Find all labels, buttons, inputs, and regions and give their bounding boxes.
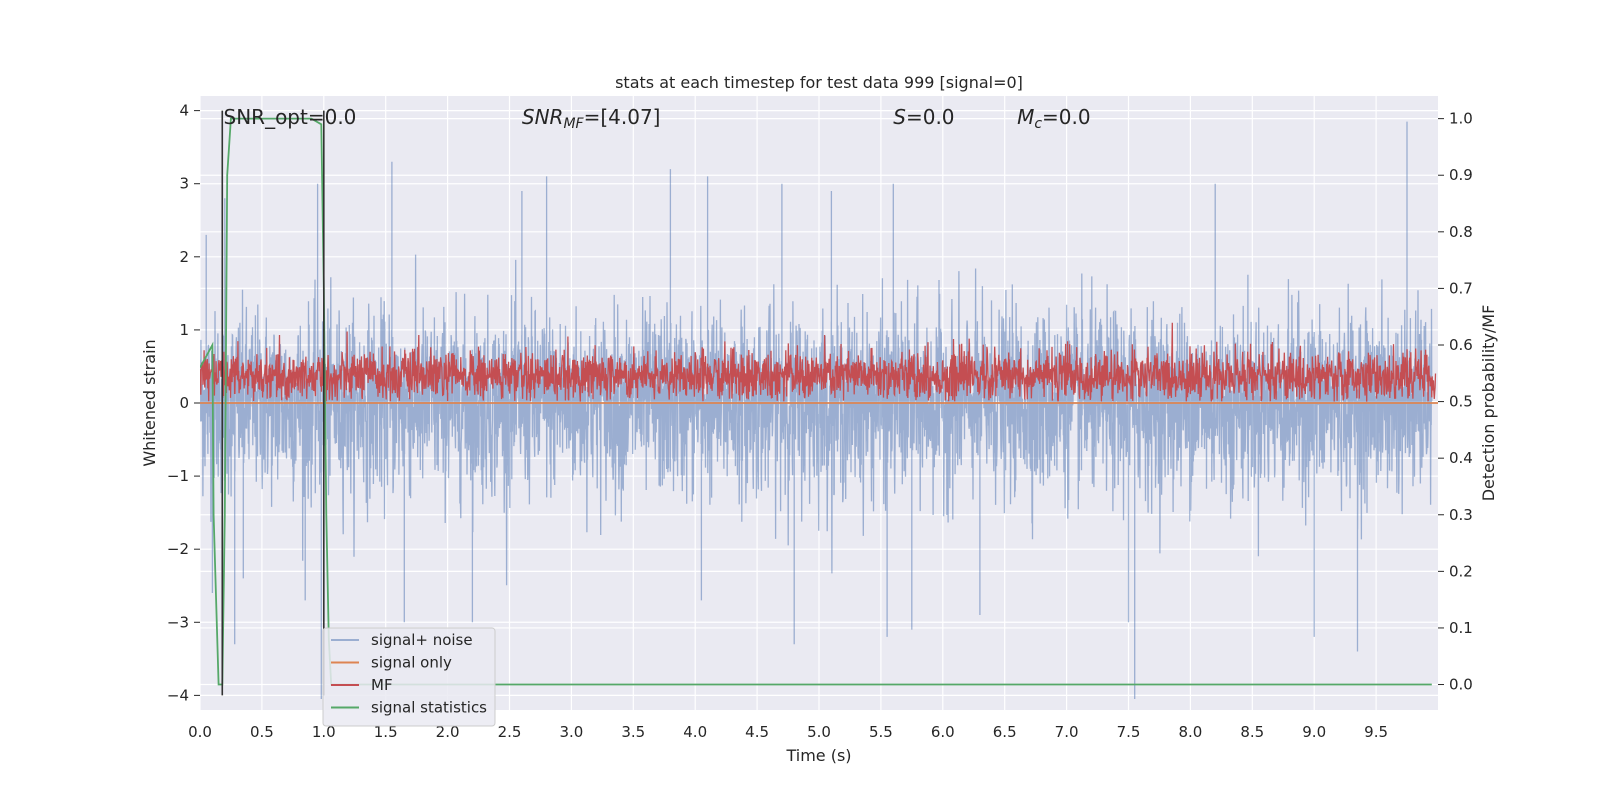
y-tick-label-left: 0 (179, 394, 189, 412)
annotation-1: SNRMF=[4.07] (522, 105, 661, 132)
x-tick-label: 2.0 (436, 723, 460, 741)
y-tick-label-left: −3 (167, 613, 189, 631)
y-tick-label-left: −1 (167, 467, 189, 485)
x-axis: 0.0 0.5 1.0 1.5 2.0 2.5 3.0 3.5 4.0 4.5 5.0 5.5 6.0 6… (188, 723, 1388, 741)
x-tick-label: 8.0 (1178, 723, 1202, 741)
x-tick-label: 7.5 (1117, 723, 1141, 741)
x-tick-label: 5.5 (869, 723, 893, 741)
x-tick-label: 1.5 (374, 723, 398, 741)
x-tick-label: 1.0 (312, 723, 336, 741)
x-tick-label: 5.0 (807, 723, 831, 741)
y-tick-label-left: −4 (167, 686, 189, 704)
series-mf (200, 322, 1437, 402)
legend-label: signal statistics (371, 699, 487, 717)
x-axis-label: Time (s) (785, 746, 851, 765)
y-tick-label-right: 1.0 (1449, 110, 1473, 128)
x-tick-label: 8.5 (1240, 723, 1264, 741)
y-tick-label-left: 1 (179, 321, 189, 339)
y-tick-label-right: 0.4 (1449, 449, 1473, 467)
series-signal-noise (200, 121, 1433, 699)
annotation-0: SNR_opt=0.0 (224, 105, 357, 129)
legend-label: signal+ noise (371, 631, 473, 649)
y-tick-label-right: 0.1 (1449, 619, 1473, 637)
y-tick-label-left: 3 (179, 175, 189, 193)
legend-label: MF (371, 676, 393, 694)
y-tick-label-right: 0.9 (1449, 166, 1473, 184)
right-axis: 1.0 0.9 0.8 0.7 0.6 0.5 0.4 0.3 0.2 0.1 0.0 (1438, 110, 1473, 694)
legend-label: signal only (371, 654, 452, 672)
left-axis: 4 3 2 1 0 −1 −2 −3 −4 (167, 102, 200, 704)
x-tick-label: 0.5 (250, 723, 274, 741)
x-tick-label: 4.5 (745, 723, 769, 741)
x-tick-label: 6.0 (931, 723, 955, 741)
y-tick-label-right: 0.2 (1449, 562, 1473, 580)
x-tick-label: 3.0 (559, 723, 583, 741)
y-tick-label-right: 0.7 (1449, 279, 1473, 297)
right-y-axis-label: Detection probability/MF (1479, 305, 1498, 502)
x-tick-label: 3.5 (621, 723, 645, 741)
y-tick-label-right: 0.3 (1449, 506, 1473, 524)
x-tick-label: 0.0 (188, 723, 212, 741)
y-tick-label-right: 0.6 (1449, 336, 1473, 354)
annotations: SNR_opt=0.0 SNRMF=[4.07] S=0.0 Mc=0.0 (224, 105, 1091, 132)
x-tick-label: 9.5 (1364, 723, 1388, 741)
x-tick-label: 2.5 (498, 723, 522, 741)
chart-title: stats at each timestep for test data 999… (615, 73, 1023, 92)
annotation-3: Mc=0.0 (1017, 105, 1091, 132)
x-tick-label: 9.0 (1302, 723, 1326, 741)
annotation-2: S=0.0 (893, 105, 954, 129)
y-tick-label-right: 0.0 (1449, 676, 1473, 694)
x-tick-label: 7.0 (1055, 723, 1079, 741)
legend-box (322, 627, 496, 727)
legend: signal+ noise signal only MF signal statist… (322, 627, 496, 727)
x-tick-label: 6.5 (993, 723, 1017, 741)
y-tick-label-right: 0.8 (1449, 223, 1473, 241)
y-tick-label-right: 0.5 (1449, 393, 1473, 411)
y-tick-label-left: 2 (179, 248, 189, 266)
y-axis-label: Whitened strain (140, 339, 159, 466)
y-tick-label-left: 4 (179, 102, 189, 120)
y-tick-label-left: −2 (167, 540, 189, 558)
x-tick-label: 4.0 (683, 723, 707, 741)
